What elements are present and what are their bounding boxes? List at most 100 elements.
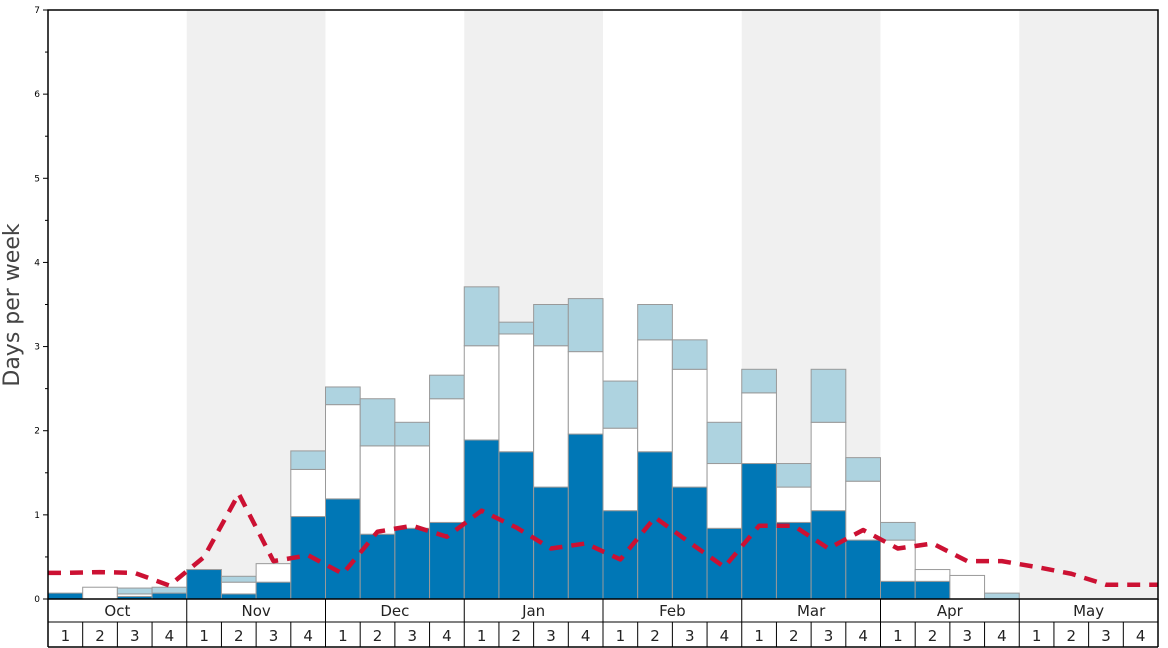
week-label: 3 — [824, 627, 834, 645]
bar-segment-light — [325, 386, 361, 406]
bar-segment-light — [775, 463, 812, 488]
week-label: 3 — [685, 627, 695, 645]
bar-segment-light — [359, 398, 396, 447]
month-label: May — [1073, 602, 1104, 620]
bar-segment-light — [116, 587, 153, 595]
bar-segment-white — [637, 339, 673, 453]
bar-segment-light — [880, 521, 916, 541]
week-label: 3 — [546, 627, 556, 645]
month-label: Mar — [797, 602, 826, 620]
bar-segment-dark — [47, 592, 84, 600]
average-line — [48, 491, 1158, 588]
bar-segment-white — [290, 468, 326, 518]
week-label: 2 — [789, 627, 799, 645]
bar-segment-dark — [671, 486, 708, 600]
week-label: 3 — [1101, 627, 1111, 645]
y-tick-label: 6 — [34, 90, 40, 100]
week-label: 1 — [893, 627, 903, 645]
bar-segment-light — [984, 592, 1020, 600]
y-axis-title: Days per week — [0, 223, 25, 386]
bar-segment-white — [325, 404, 361, 500]
bar-segment-light — [567, 298, 604, 353]
x-axis: Oct 1 2 3 4 Nov 1 2 3 4 Dec 1 2 3 4 Jan 1 2 3 4 Feb 1 2 3 4 Mar 1 2… — [47, 599, 1159, 648]
month-label: Apr — [937, 602, 964, 620]
bar-segment-light — [463, 286, 500, 347]
dashed-line-series — [48, 491, 1158, 588]
week-label: 4 — [720, 627, 730, 645]
week-label: 3 — [962, 627, 972, 645]
bar-segment-white — [810, 421, 847, 512]
bar-segment-light — [671, 339, 708, 370]
week-label: 3 — [269, 627, 279, 645]
week-label: 1 — [616, 627, 626, 645]
week-label: 2 — [512, 627, 522, 645]
bar-segment-white — [602, 427, 639, 512]
bar-segment-light — [394, 421, 431, 447]
bar-segment-white — [498, 333, 535, 453]
month-band — [1019, 10, 1158, 599]
week-label: 2 — [373, 627, 383, 645]
month-label: Nov — [241, 602, 270, 620]
bar-segment-light — [741, 368, 777, 394]
bar-segment-dark — [186, 569, 222, 600]
bar-segment-light — [429, 374, 465, 400]
week-label: 1 — [338, 627, 348, 645]
bar-segment-dark — [706, 527, 743, 600]
bar-segment-light — [637, 304, 673, 341]
week-label: 1 — [754, 627, 764, 645]
bar-segment-dark — [567, 433, 604, 600]
week-label: 4 — [303, 627, 313, 645]
y-tick-label: 3 — [34, 343, 40, 353]
bar-segment-dark — [741, 463, 777, 600]
bar-segment-white — [220, 581, 257, 595]
bar-segment-dark — [220, 593, 257, 600]
bar-segment-white — [949, 574, 986, 600]
bar-segment-light — [810, 368, 847, 423]
bar-segment-dark — [602, 510, 639, 600]
bar-segment-light — [533, 304, 569, 347]
bar-segment-dark — [810, 510, 847, 600]
bar-segment-white — [255, 563, 292, 583]
y-tick-label: 5 — [34, 174, 40, 184]
bar-segment-white — [741, 392, 777, 465]
y-tick-label: 1 — [34, 511, 40, 521]
week-label: 1 — [199, 627, 209, 645]
bar-segment-light — [220, 575, 257, 583]
week-label: 2 — [1067, 627, 1077, 645]
week-label: 4 — [997, 627, 1007, 645]
week-label: 2 — [234, 627, 244, 645]
bar-segment-white — [359, 445, 396, 535]
week-label: 4 — [858, 627, 868, 645]
y-tick-label: 4 — [34, 258, 40, 268]
bar-segment-dark — [325, 498, 361, 600]
bar-segment-light — [602, 380, 639, 429]
month-label: Jan — [521, 602, 545, 620]
month-label: Dec — [380, 602, 409, 620]
bar-segment-dark — [255, 581, 292, 600]
bar-segment-dark — [463, 439, 500, 600]
bar-segment-dark — [151, 592, 188, 600]
bar-segment-dark — [914, 580, 951, 600]
week-label: 2 — [95, 627, 105, 645]
bar-segment-light — [151, 586, 188, 594]
bar-segment-white — [82, 586, 118, 600]
week-label: 1 — [477, 627, 487, 645]
month-label: Oct — [104, 602, 130, 620]
y-axis: 0 1 2 3 4 5 6 7 — [34, 6, 48, 605]
bar-segment-white — [429, 398, 465, 523]
month-label: Feb — [659, 602, 686, 620]
bar-segment-light — [498, 321, 535, 335]
week-label: 4 — [442, 627, 452, 645]
week-label: 3 — [130, 627, 140, 645]
week-label: 3 — [407, 627, 417, 645]
bar-segment-light — [706, 421, 743, 465]
bar-segment-dark — [394, 527, 431, 600]
bar-segment-white — [775, 486, 812, 523]
bar-segment-dark — [880, 580, 916, 600]
bar-segment-white — [567, 351, 604, 435]
y-tick-label: 0 — [34, 595, 40, 605]
week-label: 4 — [165, 627, 175, 645]
week-label: 2 — [650, 627, 660, 645]
y-tick-label: 7 — [34, 6, 40, 16]
